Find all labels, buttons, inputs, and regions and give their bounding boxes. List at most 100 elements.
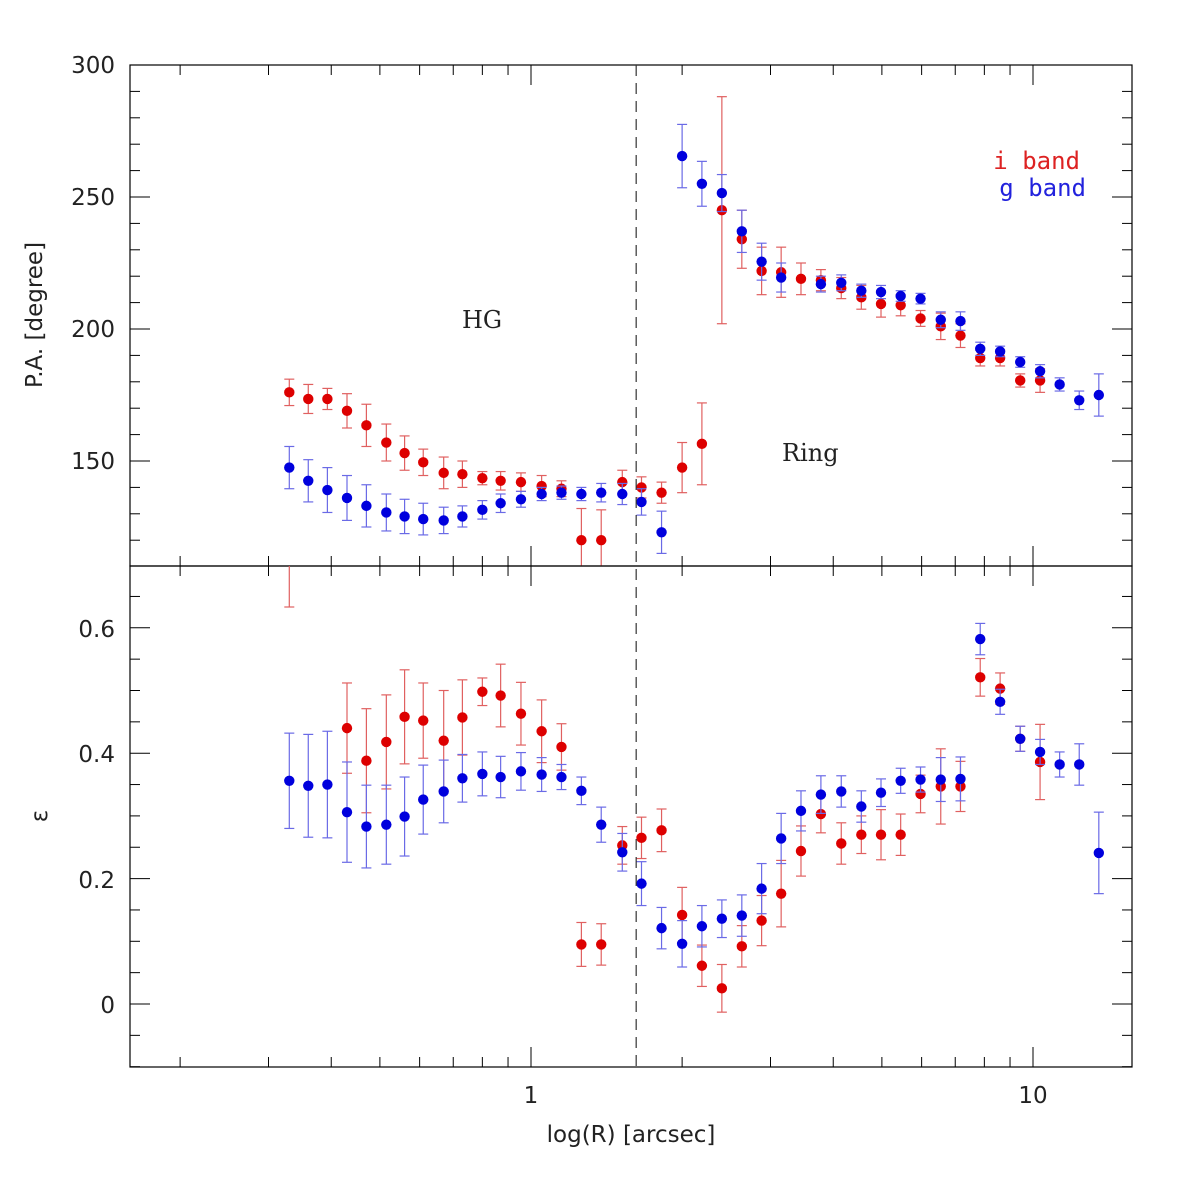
g-band-point — [322, 484, 333, 496]
y-tick-label: 300 — [71, 53, 115, 79]
g-band-point — [895, 290, 906, 302]
g-band-point — [536, 488, 547, 500]
g-band-point — [915, 293, 926, 304]
i-band-point — [636, 482, 647, 493]
g-band-point — [836, 786, 847, 797]
g-band-point — [1093, 847, 1105, 859]
g-band-point — [1054, 759, 1065, 770]
i-band-point — [438, 735, 449, 746]
ellipticity-panel — [129, 565, 1133, 1068]
g-band-point — [815, 789, 827, 800]
i-band-point — [341, 722, 353, 734]
i-band-point — [955, 330, 966, 341]
i-band-point — [303, 393, 314, 405]
g-band-point — [477, 768, 488, 780]
i-band-point — [696, 960, 708, 971]
g-band-point — [716, 913, 728, 924]
g-band-point — [636, 496, 647, 508]
i-band-point — [457, 712, 468, 723]
g-band-point — [438, 515, 449, 526]
position-angle-panel — [129, 64, 1133, 567]
hg-label: HG — [462, 306, 502, 334]
x-tick-label: 10 — [1018, 1083, 1047, 1109]
i-band-point — [795, 273, 807, 285]
g-band-point — [1074, 759, 1085, 770]
legend: i band g band — [993, 147, 1086, 202]
g-band-point — [736, 226, 748, 237]
i-band-point — [515, 476, 527, 488]
ring-label: Ring — [782, 439, 839, 467]
g-band-point — [736, 910, 748, 921]
i-band-point — [596, 939, 607, 950]
i-band-point — [556, 741, 567, 753]
g-band-point — [676, 938, 688, 950]
g-band-point — [322, 779, 333, 790]
i-band-point — [1015, 375, 1026, 386]
g-band-point — [381, 819, 392, 830]
g-band-point — [696, 921, 708, 932]
i-band-point — [399, 711, 410, 723]
g-band-point — [536, 769, 547, 780]
i-band-point — [716, 983, 728, 994]
i-band-point — [361, 420, 372, 431]
i-band-point — [875, 298, 887, 310]
i-band-point — [775, 888, 787, 899]
i-band-point — [381, 437, 392, 448]
i-band-point — [536, 480, 547, 492]
y-tick-label: 0.2 — [78, 868, 115, 894]
legend-i-band: i band — [993, 147, 1080, 175]
g-band-point — [556, 487, 567, 498]
g-band-point — [1034, 366, 1046, 377]
g-band-point — [875, 787, 887, 798]
g-band-point — [457, 773, 468, 784]
g-band-point — [556, 771, 567, 783]
g-band-point — [303, 780, 314, 792]
g-band-point — [495, 498, 506, 509]
g-band-point — [716, 187, 728, 199]
g-band-point — [935, 314, 946, 325]
g-band-point — [418, 794, 429, 805]
legend-g-band: g band — [999, 174, 1086, 202]
i-band-point — [477, 686, 488, 697]
g-band-point — [457, 511, 468, 522]
i-band-point — [756, 915, 767, 926]
g-band-point — [438, 786, 449, 797]
g-band-point — [676, 150, 688, 162]
g-band-point — [596, 819, 607, 830]
i-band-point — [815, 808, 827, 820]
y-tick-label: 0.6 — [78, 617, 115, 643]
bottom-y-axis-title: ε — [27, 810, 53, 822]
g-band-point — [361, 821, 372, 832]
i-band-point — [536, 726, 547, 737]
i-band-point — [696, 438, 708, 450]
i-band-point — [836, 838, 847, 849]
g-band-point — [381, 507, 392, 518]
x-axis-title: log(R) [arcsec] — [547, 1122, 716, 1148]
x-tick-labels: 1 10 — [524, 1083, 1048, 1109]
g-band-point — [361, 500, 372, 512]
g-band-point — [617, 488, 628, 500]
g-band-point — [875, 286, 887, 298]
g-band-point — [596, 487, 607, 498]
g-band-point — [955, 773, 966, 785]
i-band-point — [495, 690, 506, 701]
top-panel-frame — [129, 64, 1133, 567]
g-band-point — [576, 785, 587, 797]
g-band-point — [1015, 356, 1026, 368]
i-band-point — [656, 825, 667, 836]
g-band-point — [955, 315, 966, 327]
g-band-point — [341, 492, 353, 504]
i-band-point — [381, 736, 392, 748]
i-band-point — [515, 708, 527, 719]
g-band-point — [756, 256, 767, 267]
x-tick-label: 1 — [524, 1083, 539, 1109]
g-band-point — [836, 277, 847, 288]
i-band-point — [399, 447, 410, 459]
i-band-point — [676, 462, 688, 473]
bottom-panel-ticks — [130, 566, 1132, 1068]
g-band-point — [399, 511, 410, 522]
i-band-point — [895, 829, 906, 840]
g-band-point — [418, 513, 429, 525]
g-band-point — [915, 774, 926, 785]
i-band-point — [915, 788, 926, 800]
